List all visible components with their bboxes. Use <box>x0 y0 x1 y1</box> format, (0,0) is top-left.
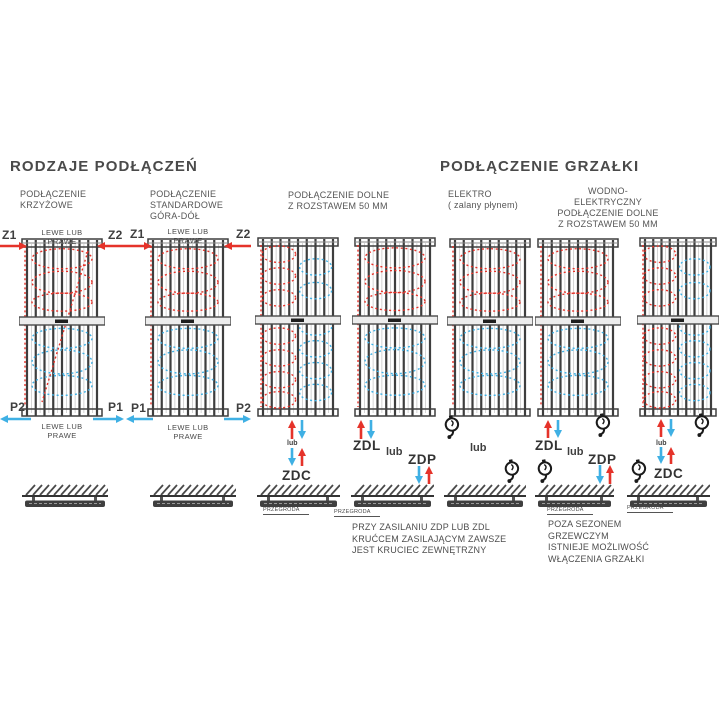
r2-p2-label: P2 <box>236 401 252 415</box>
return-arrow-v <box>366 420 376 444</box>
floor-mount-section-1 <box>22 484 113 515</box>
r7-przegroda-label: PRZEGRODA <box>627 505 673 513</box>
floor-mount-section-2 <box>150 484 241 515</box>
r1-bottom-side-label: LEWE LUB PRAWE <box>41 422 83 440</box>
r4-zdp-label: ZDP <box>408 452 437 467</box>
r6-przegroda-label: PRZEGRODA <box>547 507 593 515</box>
radiator-elektro <box>446 237 534 423</box>
return-arrow-h <box>0 411 31 429</box>
floor-mount-section-7 <box>627 484 711 515</box>
supply-arrow-v <box>666 447 676 469</box>
r7-zdc-label: ZDC <box>654 466 684 481</box>
r6-lub-label: lub <box>567 446 584 458</box>
heater-element-icon <box>692 413 712 444</box>
return-arrow-h <box>93 411 124 429</box>
return-arrow-v <box>666 419 676 442</box>
section-title-connection-types: RODZAJE PODŁĄCZEŃ <box>10 158 198 175</box>
supply-arrow-v <box>297 448 307 471</box>
heater-element-icon <box>535 459 555 490</box>
section-title-heater-connection: PODŁĄCZENIE GRZAŁKI <box>440 158 640 175</box>
return-arrow-v <box>656 447 666 469</box>
return-arrow-v <box>595 465 605 489</box>
floor-mount-section-5 <box>444 484 528 515</box>
r2-z2-label: Z2 <box>236 227 251 241</box>
heater-element-icon <box>502 459 522 490</box>
return-arrow-v <box>297 420 307 444</box>
r1-z1-label: Z1 <box>2 228 17 242</box>
note-zdp-zdl-supply: PRZY ZASILANIU ZDP LUB ZDL KRUĆCEM ZASIL… <box>352 522 507 555</box>
r2-bottom-side-label: LEWE LUB PRAWE <box>167 423 209 441</box>
supply-arrow-v <box>287 420 297 444</box>
supply-arrow-h <box>224 238 251 256</box>
radiator-zdl-zdp <box>351 236 439 423</box>
r1-p1-label: P1 <box>108 400 124 414</box>
radiator-krzyzowe <box>18 237 106 423</box>
r3-przegroda-label: PRZEGRODA <box>263 507 309 515</box>
floor-mount-section-4 <box>351 484 435 515</box>
subtitle-elektro: ELEKTRO ( zalany płynem) <box>448 189 519 210</box>
r4-lub-label: lub <box>386 446 403 458</box>
r5-lub-label: lub <box>470 442 487 454</box>
subtitle-wodno-elektryczny: WODNO-ELEKTRYCZNY PODŁĄCZENIE DOLNE Z RO… <box>557 186 659 229</box>
radiator-zdc <box>254 236 342 423</box>
r4-przegroda-label: PRZEGRODA <box>334 509 380 517</box>
r3-zdc-label: ZDC <box>282 468 312 483</box>
heater-element-icon <box>629 459 649 490</box>
supply-arrow-h <box>0 238 27 256</box>
heater-element-icon <box>593 413 613 444</box>
radiator-gora-dol <box>144 237 232 423</box>
r1-top-side-label: LEWE LUB PRAWE <box>41 228 83 246</box>
subtitle-krzyzowe: PODŁĄCZENIE KRZYŻOWE <box>20 189 87 210</box>
subtitle-dolne-50mm: PODŁĄCZENIE DOLNE Z ROZSTAWEM 50 MM <box>288 190 390 211</box>
r1-z2-label: Z2 <box>108 228 123 242</box>
supply-arrow-v <box>605 465 615 489</box>
floor-mount-section-3 <box>257 484 341 515</box>
r2-z1-label: Z1 <box>130 227 145 241</box>
floor-mount-section-6 <box>535 484 619 515</box>
return-arrow-v <box>287 448 297 471</box>
subtitle-standardowe: PODŁĄCZENIE STANDARDOWE GÓRA-DÓŁ <box>150 189 224 221</box>
r2-p1-label: P1 <box>131 401 147 415</box>
supply-arrow-v <box>424 466 434 489</box>
radiator-wodno-zdc <box>636 236 720 423</box>
r6-zdp-label: ZDP <box>588 452 617 467</box>
r7-lub-label: lub <box>656 440 667 447</box>
supply-arrow-h <box>126 238 152 256</box>
r1-p2-label: P2 <box>10 400 26 414</box>
supply-arrow-v <box>543 420 553 443</box>
r4-zdl-label: ZDL <box>353 438 381 453</box>
return-arrow-v <box>414 466 424 489</box>
supply-arrow-v <box>656 419 666 442</box>
radiator-wodno-elektryczny <box>534 237 622 423</box>
heater-element-icon <box>442 415 462 446</box>
return-arrow-v <box>553 420 563 443</box>
supply-arrow-v <box>356 420 366 444</box>
return-arrow-h <box>224 411 251 429</box>
return-arrow-h <box>126 411 153 429</box>
r6-zdl-label: ZDL <box>535 438 563 453</box>
r3-lub-label: lub <box>287 440 298 447</box>
supply-arrow-h <box>97 238 126 256</box>
r2-top-side-label: LEWE LUB PRAWE <box>167 227 209 245</box>
note-off-season-heater: POZA SEZONEM GRZEWCZYM ISTNIEJE MOŻLIWOŚ… <box>548 519 650 564</box>
